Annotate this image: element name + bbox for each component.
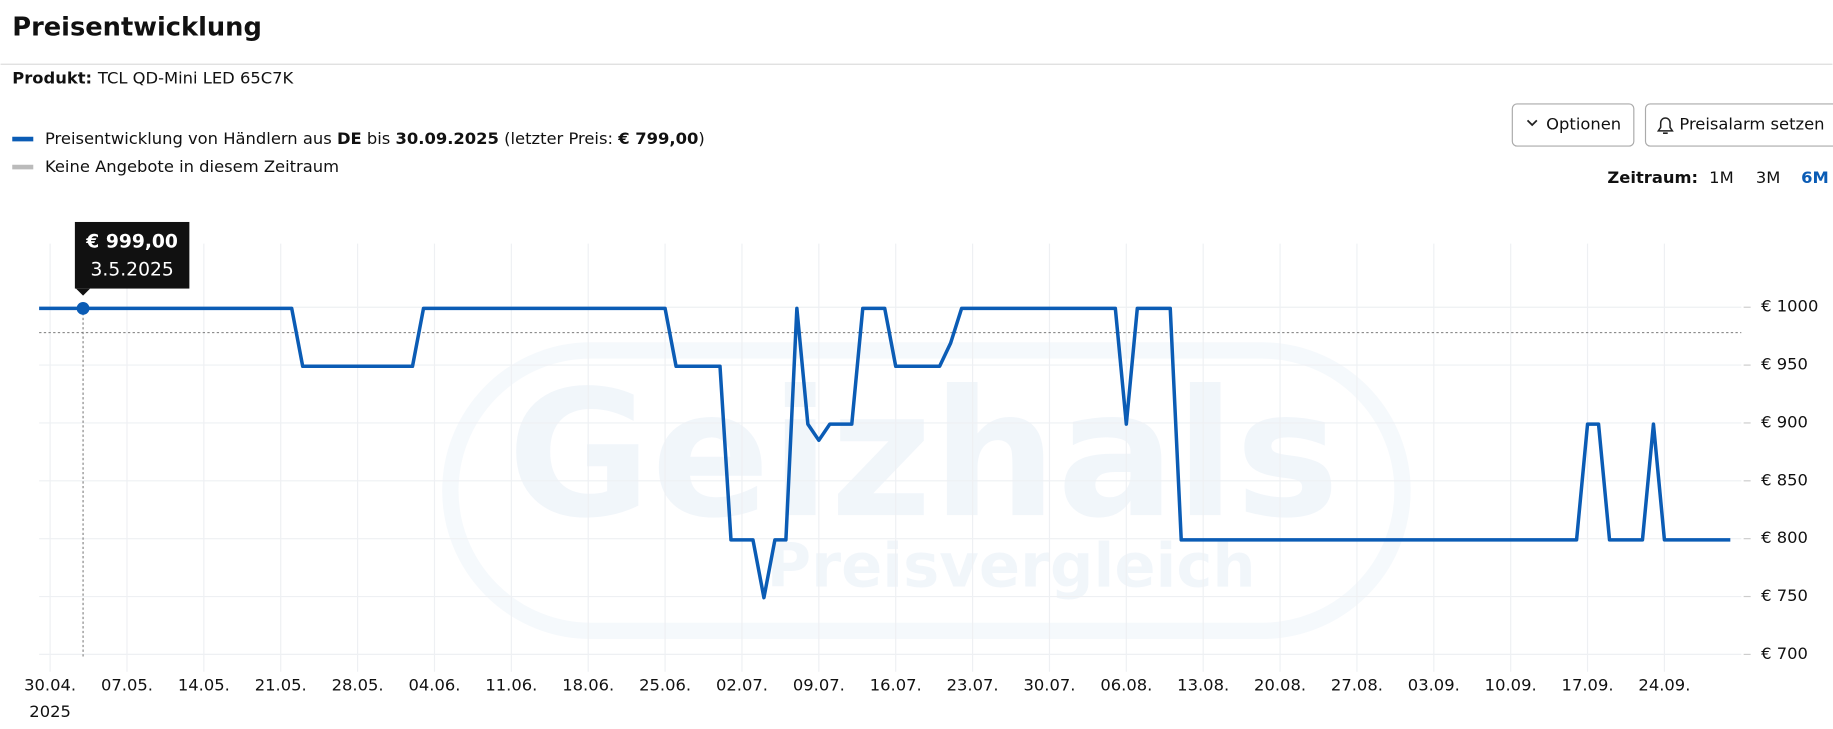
x-tick-label: 30.04. [24, 675, 76, 694]
button-frame [1644, 103, 1833, 147]
x-tick-label: 30.07. [1023, 675, 1075, 694]
page-title: Preisentwicklung [12, 13, 262, 43]
x-tick-label: 17.09. [1562, 675, 1614, 694]
bell-icon [1656, 117, 1674, 134]
y-tick-label: € 700 [1761, 644, 1808, 663]
x-tick-label: 02.07. [716, 675, 768, 694]
range-option[interactable]: 6M [1801, 168, 1829, 187]
x-year-label: 2025 [29, 702, 71, 721]
x-tick-label: 21.05. [255, 675, 307, 694]
legend-text: DE [337, 129, 362, 148]
x-tick-label: 03.09. [1408, 675, 1460, 694]
legend-text: ) [698, 129, 704, 148]
x-tick-label: 10.09. [1485, 675, 1537, 694]
x-tick-label: 18.06. [562, 675, 614, 694]
watermark-frame [442, 342, 1411, 640]
chevron-icon [1526, 119, 1538, 127]
x-tick-label: 13.08. [1177, 675, 1229, 694]
y-tick-label: € 1000 [1761, 297, 1818, 316]
tooltip-value: € 999,00 [85, 231, 178, 252]
legend-text: 30.09.2025 [396, 129, 499, 148]
x-tick-label: 25.06. [639, 675, 691, 694]
options-button[interactable]: Optionen [1511, 103, 1635, 147]
legend-text: Preisentwicklung von Händlern aus [45, 129, 337, 148]
legend-text: (letzter Preis: [499, 129, 618, 148]
x-tick-label: 23.07. [947, 675, 999, 694]
y-tick-label: € 800 [1761, 528, 1808, 547]
x-tick-label: 20.08. [1254, 675, 1306, 694]
x-tick-label: 07.05. [101, 675, 153, 694]
tooltip-point [76, 301, 90, 315]
legend-entry: Preisentwicklung von Händlern aus DE bis… [45, 129, 705, 148]
watermark: Preisvergleich [767, 532, 1256, 602]
x-tick-label: 06.08. [1100, 675, 1152, 694]
x-tick-label: 09.07. [793, 675, 845, 694]
y-tick-label: € 750 [1761, 586, 1808, 605]
x-tick-label: 14.05. [178, 675, 230, 694]
range-label: Zeitraum: [1607, 168, 1698, 187]
product-line: Produkt: TCL QD-Mini LED 65C7K [12, 68, 294, 87]
x-tick-label: 27.08. [1331, 675, 1383, 694]
product-name: TCL QD-Mini LED 65C7K [97, 68, 295, 87]
legend-text: Keine Angebote in diesem Zeitraum [45, 157, 339, 176]
y-tick-label: € 900 [1761, 412, 1808, 431]
alarm-button[interactable]: Preisalarm setzen [1644, 103, 1833, 147]
tooltip-box [74, 221, 190, 289]
price-line [39, 306, 1731, 600]
legend-text: bis [362, 129, 396, 148]
y-tick-label: € 850 [1761, 470, 1808, 489]
x-tick-label: 16.07. [870, 675, 922, 694]
y-tick-label: € 950 [1761, 355, 1808, 374]
watermark: Geizhals [507, 353, 1339, 557]
range-option[interactable]: 1M [1709, 168, 1734, 187]
legend-text: € 799,00 [617, 129, 698, 148]
x-tick-label: 24.09. [1638, 675, 1690, 694]
tooltip-date: 3.5.2025 [91, 259, 174, 280]
product-label: Produkt: [12, 68, 92, 87]
x-tick-label: 28.05. [332, 675, 384, 694]
tooltip-pointer [76, 288, 91, 296]
x-tick-label: 11.06. [485, 675, 537, 694]
legend-entry: Keine Angebote in diesem Zeitraum [45, 157, 339, 176]
button-label: Optionen [1546, 115, 1621, 134]
button-frame [1511, 103, 1635, 147]
range-option[interactable]: 3M [1756, 168, 1781, 187]
x-tick-label: 04.06. [408, 675, 460, 694]
button-label: Preisalarm setzen [1679, 115, 1824, 134]
